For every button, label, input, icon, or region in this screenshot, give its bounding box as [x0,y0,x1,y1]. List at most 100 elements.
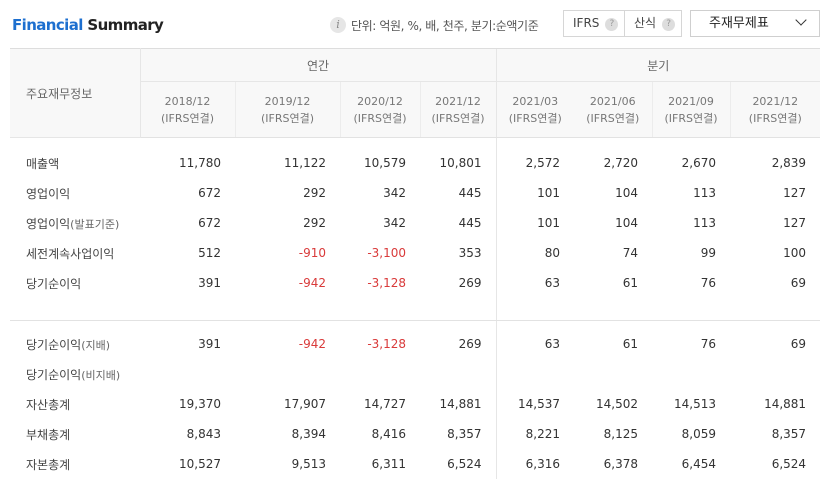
value-cell: 113 [652,178,730,208]
value-cell: 6,316 [496,449,574,479]
value-cell: 8,125 [574,419,652,449]
row-label[interactable]: 당기순이익(지배) [10,329,140,359]
value-cell: -3,100 [340,238,420,268]
statement-select-value: 주재무제표 [709,11,769,36]
ifrs-help-icon[interactable]: ? [605,18,618,31]
value-cell: 292 [235,208,340,238]
toggle-divider [624,11,625,36]
formula-option[interactable]: 산식? [634,11,675,36]
row-label-text: 부채총계 [26,428,70,442]
period-basis: (IFRS연결) [141,110,235,127]
spacer-cell [574,321,652,330]
row-label[interactable]: 세전계속사업이익 [10,238,140,268]
value-cell: 2,572 [496,148,574,178]
value-cell: 8,059 [652,419,730,449]
row-label[interactable]: 영업이익(발표기준) [10,208,140,238]
period-date: 2020/12 [341,93,420,110]
period-date: 2019/12 [236,93,340,110]
value-cell: 8,394 [235,419,340,449]
period-header: 2021/12(IFRS연결) [730,82,820,138]
value-cell: 80 [496,238,574,268]
value-cell [652,359,730,389]
value-cell [235,359,340,389]
value-cell: 445 [420,178,496,208]
financial-table: 주요재무정보 연간 분기 2018/12(IFRS연결)2019/12(IFRS… [10,48,820,479]
value-cell: 61 [574,268,652,298]
row-label[interactable]: 부채총계 [10,419,140,449]
ifrs-option[interactable]: IFRS? [573,11,618,36]
period-basis: (IFRS연결) [341,110,420,127]
basis-toggle: IFRS? 산식? [563,10,682,37]
spacer-cell [574,138,652,149]
period-date: 2021/03 [497,93,575,110]
row-label[interactable]: 당기순이익 [10,268,140,298]
spacer-row [10,321,820,330]
value-cell: 76 [652,268,730,298]
period-basis: (IFRS연결) [574,110,652,127]
spacer-cell [140,321,235,330]
row-label[interactable]: 영업이익 [10,178,140,208]
row-label[interactable]: 당기순이익(비지배) [10,359,140,389]
row-label-text: 당기순이익 [26,338,81,352]
value-cell: 113 [652,208,730,238]
formula-help-icon[interactable]: ? [662,18,675,31]
spacer-row [10,138,820,149]
row-label[interactable]: 자산총계 [10,389,140,419]
period-basis: (IFRS연결) [731,110,821,127]
value-cell: 353 [420,238,496,268]
spacer-cell [652,321,730,330]
row-label[interactable]: 자본총계 [10,449,140,479]
period-basis: (IFRS연결) [421,110,496,127]
spacer-cell [496,321,574,330]
value-cell: 10,801 [420,148,496,178]
period-date: 2021/12 [731,93,821,110]
row-label-text: 매출액 [26,157,59,171]
value-cell: 391 [140,268,235,298]
spacer-cell [340,321,420,330]
unit-text: 단위: 억원, %, 배, 천주, 분기:순액기준 [351,17,538,34]
period-header: 2021/09(IFRS연결) [652,82,730,138]
chevron-down-icon [795,14,806,25]
row-label-suffix: (지배) [81,339,110,352]
row-label-suffix: (발표기준) [70,218,119,231]
row-label-suffix: (비지배) [81,369,120,382]
value-cell: 8,843 [140,419,235,449]
info-icon[interactable]: i [330,17,346,33]
period-basis: (IFRS연결) [653,110,730,127]
period-basis: (IFRS연결) [236,110,340,127]
value-cell: -942 [235,268,340,298]
value-cell: 19,370 [140,389,235,419]
quarter-group-header: 분기 [496,49,820,82]
value-cell: 99 [652,238,730,268]
value-cell: 6,378 [574,449,652,479]
value-cell: 14,881 [420,389,496,419]
spacer-cell [10,298,140,321]
title-summary: Summary [87,16,163,34]
value-cell: 101 [496,178,574,208]
value-cell [496,359,574,389]
value-cell: 512 [140,238,235,268]
row-label[interactable]: 매출액 [10,148,140,178]
value-cell: 63 [496,329,574,359]
row-label-text: 자산총계 [26,398,70,412]
summary-header: Financial Summary i 단위: 억원, %, 배, 천주, 분기… [0,0,830,48]
value-cell: 69 [730,268,820,298]
value-cell: 269 [420,329,496,359]
ifrs-label: IFRS [573,16,599,30]
statement-select[interactable]: 주재무제표 [690,10,820,37]
value-cell: 8,357 [420,419,496,449]
value-cell: 14,727 [340,389,420,419]
value-cell: 101 [496,208,574,238]
row-label-text: 영업이익 [26,187,70,201]
value-cell: 292 [235,178,340,208]
value-cell [574,359,652,389]
spacer-cell [10,321,140,330]
period-header: 2018/12(IFRS연결) [140,82,235,138]
